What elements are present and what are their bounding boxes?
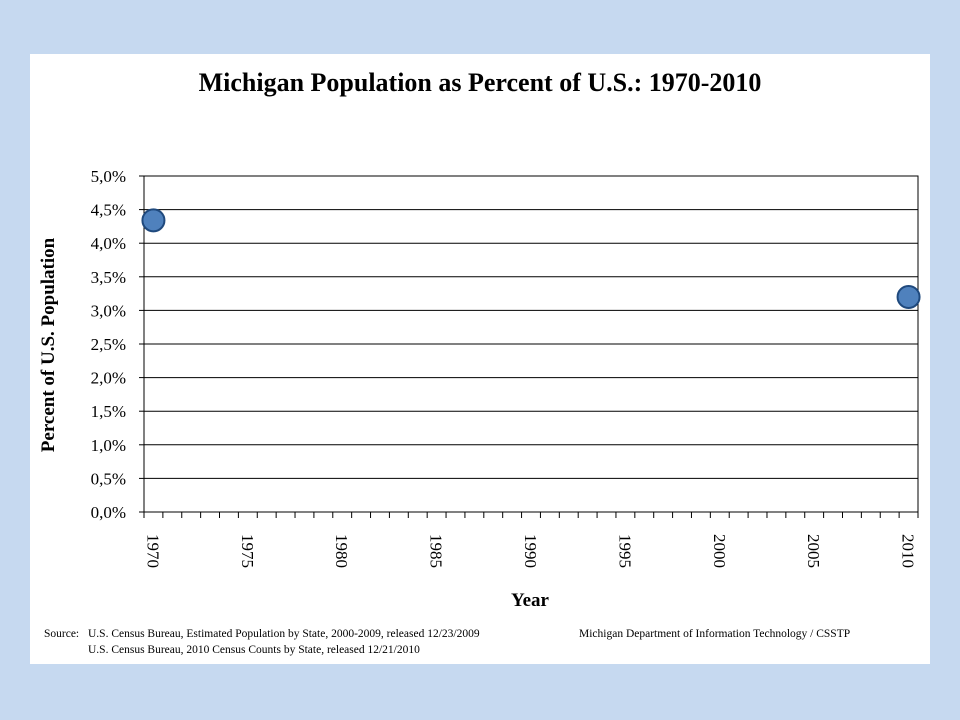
y-tick-label: 4,5% — [91, 201, 126, 220]
source-note: Source: U.S. Census Bureau, Estimated Po… — [44, 626, 924, 658]
y-tick-label: 0,0% — [91, 503, 126, 522]
source-line-2: U.S. Census Bureau, 2010 Census Counts b… — [88, 644, 420, 656]
y-tick-label: 3,5% — [91, 268, 126, 287]
x-tick-label: 2010 — [899, 534, 918, 568]
y-tick-label: 4,0% — [91, 234, 126, 253]
chart-card — [30, 54, 930, 664]
y-tick-label: 2,5% — [91, 335, 126, 354]
plot-area-border — [143, 175, 919, 513]
y-tick-label: 2,0% — [91, 369, 126, 388]
x-tick-label: 1985 — [427, 534, 446, 568]
y-tick-label: 1,0% — [91, 436, 126, 455]
y-axis-title: Percent of U.S. Population — [38, 237, 59, 452]
source-label: Source: — [44, 628, 80, 640]
x-tick-label: 1970 — [143, 534, 162, 568]
gridlines — [144, 175, 918, 513]
data-points — [141, 208, 921, 309]
y-tick-label: 3,0% — [91, 301, 126, 320]
y-tick-label: 1,5% — [91, 402, 126, 421]
data-point — [896, 284, 921, 309]
x-axis-title: Year — [511, 590, 550, 611]
y-tick-labels: 0,0% 0,5% 1,0% 1,5% 2,0% 2,5% 3,0% 3,5% 4,0% 4,5%… — [91, 167, 126, 522]
source-agency: Michigan Department of Information Techn… — [579, 628, 851, 640]
y-tick-label: 0,5% — [91, 469, 126, 488]
x-tick-label: 1990 — [521, 534, 540, 568]
axes — [139, 175, 919, 518]
chart-title: Michigan Population as Percent of U.S.: … — [198, 68, 762, 97]
x-tick-label: 1975 — [238, 534, 257, 568]
x-tick-label: 1995 — [615, 534, 634, 568]
source-line-1: U.S. Census Bureau, Estimated Population… — [88, 628, 480, 640]
data-point — [141, 208, 166, 233]
y-tick-label: 5,0% — [91, 167, 126, 186]
x-tick-label: 2005 — [804, 534, 823, 568]
x-tick-label: 2000 — [710, 534, 729, 568]
x-tick-labels: 1970 1975 1980 1985 1990 1995 2000 2005 2010 — [143, 534, 917, 568]
x-tick-label: 1980 — [332, 534, 351, 568]
